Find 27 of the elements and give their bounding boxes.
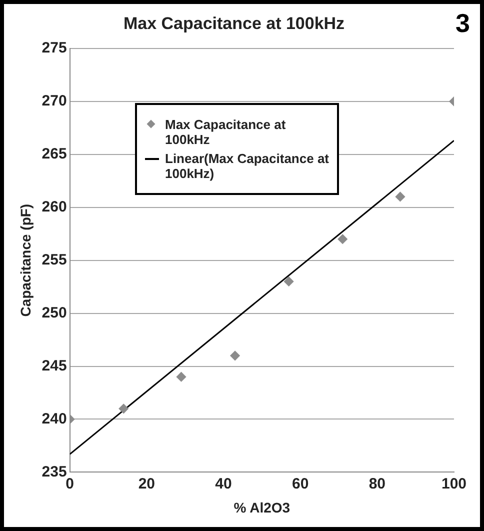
legend-label: Max Capacitance at 100kHz [165, 117, 287, 147]
y-tick-label: 250 [42, 304, 67, 322]
y-tick-label: 245 [42, 357, 67, 374]
y-tick-label: 275 [42, 40, 67, 57]
y-axis-title: Capacitance (pF) [17, 204, 34, 317]
x-tick-label: 40 [215, 475, 232, 492]
point [176, 372, 186, 382]
y-tick-label: 265 [42, 145, 67, 162]
chart-title: Max Capacitance at 100kHz [123, 14, 345, 33]
point [230, 350, 240, 360]
text: 3 [456, 8, 470, 39]
y-tick-label: 255 [42, 251, 67, 268]
point [118, 404, 128, 414]
x-tick-label: 0 [66, 475, 74, 492]
y-tick-label: 260 [42, 198, 67, 216]
x-tick-label: 80 [368, 475, 386, 492]
legend-label: Linear(Max Capacitance at 100kHz) [165, 151, 330, 181]
y-tick-label: 240 [42, 410, 67, 428]
x-axis-title: % Al2O3 [234, 499, 290, 516]
y-tick-label: 235 [42, 463, 67, 480]
point [338, 234, 348, 244]
y-tick-label: 270 [42, 92, 67, 110]
point [284, 276, 294, 286]
x-tick-label: 100 [441, 475, 467, 492]
point [395, 192, 405, 202]
x-tick-label: 20 [138, 475, 156, 492]
x-tick-label: 60 [292, 475, 309, 492]
